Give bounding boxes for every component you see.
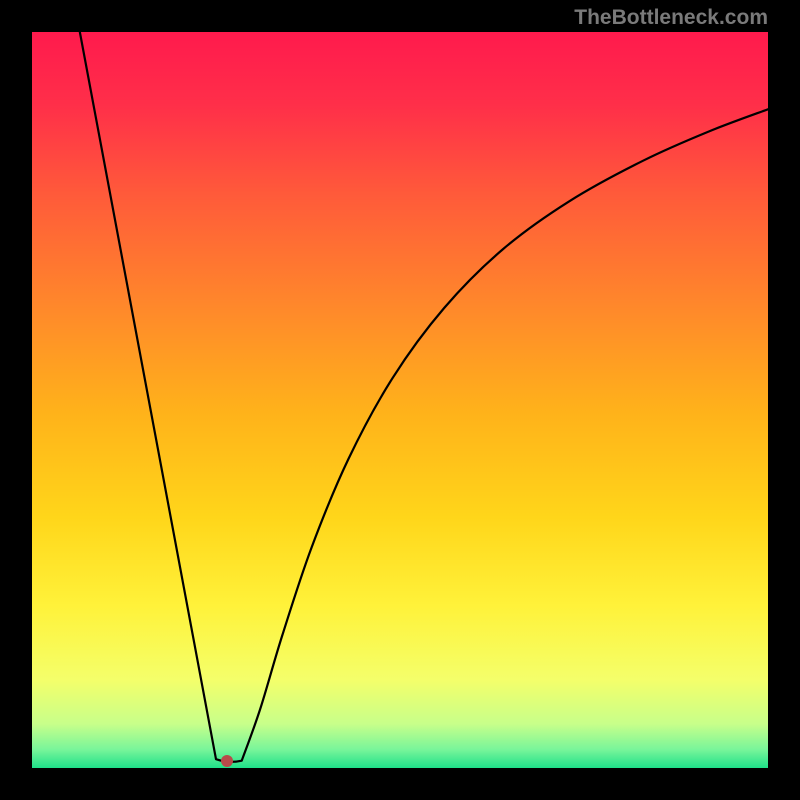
curve-svg bbox=[32, 32, 768, 768]
optimum-marker-icon bbox=[221, 755, 233, 767]
plot-area bbox=[32, 32, 768, 768]
chart-container: TheBottleneck.com bbox=[0, 0, 800, 800]
watermark-text: TheBottleneck.com bbox=[574, 6, 768, 30]
bottleneck-curve bbox=[80, 32, 768, 762]
